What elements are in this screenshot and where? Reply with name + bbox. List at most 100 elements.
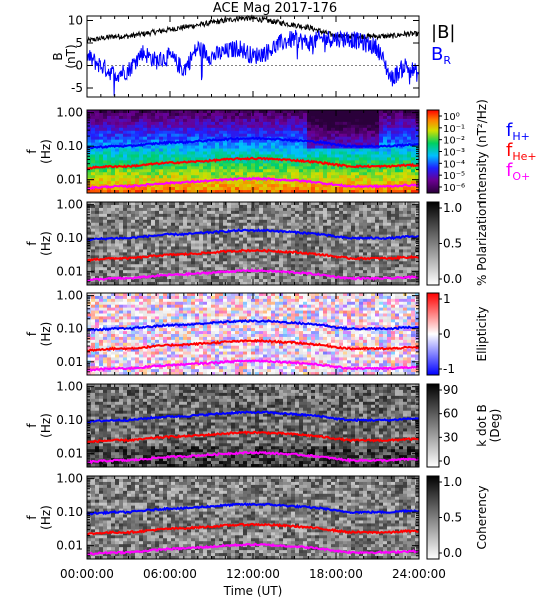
heatmap-cell [407, 252, 412, 256]
heatmap-cell [327, 261, 332, 265]
heatmap-cell [359, 148, 364, 152]
heatmap-cell [339, 228, 344, 233]
heatmap-cell [115, 331, 120, 335]
heatmap-cell [259, 121, 264, 126]
heatmap-cell [215, 237, 220, 241]
heatmap-cell [255, 181, 260, 185]
heatmap-cell [187, 145, 192, 149]
heatmap-cell [275, 255, 280, 259]
heatmap-cell [287, 142, 292, 146]
heatmap-cell [299, 216, 304, 221]
heatmap-cell [115, 279, 120, 283]
heatmap-cell [391, 231, 396, 235]
heatmap-cell [243, 151, 248, 155]
heatmap-cell [255, 210, 260, 215]
heatmap-cell [403, 210, 408, 215]
heatmap-cell [111, 273, 116, 277]
heatmap-cell [151, 136, 156, 141]
heatmap-cell [123, 110, 128, 114]
heatmap-cell [319, 246, 324, 250]
heatmap-cell [395, 225, 400, 230]
heatmap-cell [391, 267, 396, 271]
heatmap-cell [95, 157, 100, 161]
heatmap-cell [411, 181, 416, 185]
heatmap-cell [115, 204, 120, 209]
heatmap-cell [367, 121, 372, 126]
heatmap-cell [99, 357, 104, 361]
heatmap-cell [347, 267, 352, 271]
heatmap-cell [331, 124, 336, 129]
heatmap-cell [303, 145, 308, 149]
heatmap-cell [99, 130, 104, 135]
heatmap-cell [187, 279, 192, 283]
heatmap-cell [143, 181, 148, 185]
heatmap-cell [203, 276, 208, 280]
heatmap-cell [319, 207, 324, 212]
heatmap-cell [123, 363, 128, 367]
heatmap-cell [219, 267, 224, 271]
heatmap-cell [367, 228, 372, 233]
heatmap-cell [295, 216, 300, 221]
heatmap-cell [99, 112, 104, 117]
heatmap-cell [95, 372, 100, 376]
heatmap-cell [355, 172, 360, 176]
heatmap-cell [347, 237, 352, 241]
heatmap-cell [351, 139, 356, 143]
heatmap-cell [407, 225, 412, 230]
heatmap-cell [331, 175, 336, 179]
heatmap-cell [219, 118, 224, 123]
heatmap-cell [183, 216, 188, 221]
heatmap-cell [91, 210, 96, 215]
heatmap-cell [211, 121, 216, 126]
heatmap-cell [171, 145, 176, 149]
heatmap-cell [255, 264, 260, 268]
heatmap-cell [303, 240, 308, 244]
heatmap-cell [163, 148, 168, 152]
heatmap-cell [287, 279, 292, 283]
heatmap-cell [327, 213, 332, 218]
heatmap-cell [119, 175, 124, 179]
heatmap-cell [251, 145, 256, 149]
heatmap-cell [103, 298, 108, 303]
heatmap-cell [119, 360, 124, 364]
heatmap-cell [223, 118, 228, 123]
heatmap-cell [215, 133, 220, 138]
heatmap-cell [111, 304, 116, 309]
heatmap-cell [331, 204, 336, 209]
heatmap-cell [323, 264, 328, 268]
heatmap-cell [179, 190, 184, 194]
heatmap-cell [367, 178, 372, 182]
heatmap-cell [155, 264, 160, 268]
heatmap-cell [163, 112, 168, 117]
heatmap-cell [235, 255, 240, 259]
heatmap-cell [259, 279, 264, 283]
heatmap-cell [115, 216, 120, 221]
heatmap-cell [107, 154, 112, 158]
heatmap-cell [99, 363, 104, 367]
heatmap-cell [199, 130, 204, 135]
heatmap-cell [143, 127, 148, 132]
heatmap-cell [259, 273, 264, 277]
heatmap-cell [411, 151, 416, 155]
heatmap-cell [367, 270, 372, 274]
heatmap-cell [279, 204, 284, 209]
heatmap-cell [279, 267, 284, 271]
heatmap-cell [131, 261, 136, 265]
heatmap-cell [299, 255, 304, 259]
heatmap-cell [283, 166, 288, 170]
heatmap-cell [259, 110, 264, 114]
heatmap-cell [235, 243, 240, 247]
heatmap-cell [359, 231, 364, 235]
heatmap-cell [107, 301, 112, 306]
heatmap-cell [155, 216, 160, 221]
heatmap-cell [151, 110, 156, 114]
heatmap-cell [219, 237, 224, 241]
heatmap-cell [115, 148, 120, 152]
heatmap-cell [103, 178, 108, 182]
heatmap-cell [103, 118, 108, 123]
heatmap-cell [243, 181, 248, 185]
heatmap-cell [215, 160, 220, 164]
heatmap-cell [179, 178, 184, 182]
heatmap-cell [131, 207, 136, 212]
heatmap-cell [307, 270, 312, 274]
